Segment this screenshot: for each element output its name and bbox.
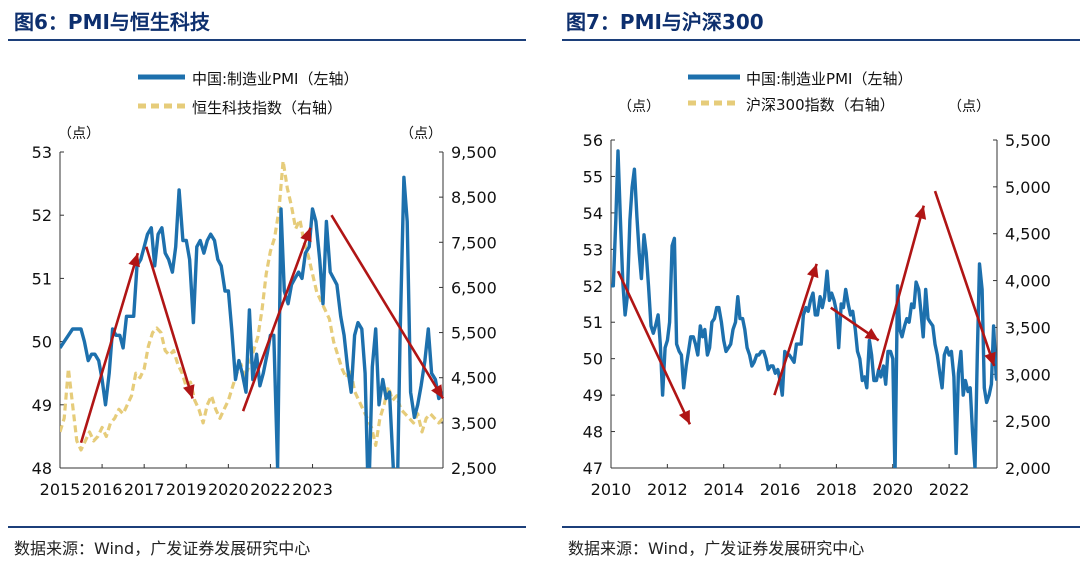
- right-axis-unit: （点）: [400, 126, 442, 142]
- left-tick-label: 51: [32, 269, 52, 288]
- legend: 中国:制造业PMI（左轴） 沪深300指数（右轴）: [688, 70, 912, 114]
- left-tick-label: 48: [583, 423, 603, 442]
- left-tick-label: 53: [583, 240, 603, 259]
- x-tick-label: 2023: [292, 480, 333, 499]
- left-tick-label: 55: [583, 167, 603, 186]
- x-tick-label: 2012: [647, 480, 688, 499]
- x-tick-label: 2016: [760, 480, 801, 499]
- x-tick-label: 2017: [124, 480, 165, 499]
- x-tick-label: 2010: [591, 480, 632, 499]
- trend-arrow-head: [678, 409, 690, 425]
- figure-title: 图6：PMI与恒生科技: [14, 10, 210, 34]
- left-tick-label: 52: [32, 206, 52, 225]
- right-tick-label: 9,500: [451, 143, 497, 162]
- x-tick-label: 2015: [40, 480, 81, 499]
- figure-title: 图7：PMI与沪深300: [566, 10, 764, 34]
- left-tick-label: 56: [583, 131, 603, 150]
- trend-arrow-head: [300, 227, 312, 243]
- trend-arrow-shaft: [773, 263, 818, 396]
- trend-arrow-shaft: [877, 205, 925, 370]
- x-tick-label: 2020: [872, 480, 913, 499]
- plot-area: 56 55 54 53 52 51 50 49 48 47 5,500 5,000 4,500 4,000…: [583, 131, 1051, 499]
- right-tick-label: 2,500: [451, 459, 497, 478]
- x-tick-label: 2019: [166, 480, 207, 499]
- trend-arrow-shaft: [79, 252, 140, 444]
- left-axis-unit: （点）: [58, 126, 100, 142]
- legend-label-pmi: 中国:制造业PMI（左轴）: [192, 70, 358, 88]
- right-tick-label: 5,500: [1005, 131, 1051, 150]
- legend-label-hstech: 恒生科技指数（右轴）: [192, 99, 342, 117]
- trend-arrow-head: [864, 328, 879, 341]
- pmi-csi300-chart: 中国:制造业PMI（左轴） 沪深300指数（右轴） （点） （点） 56 55 54…: [583, 70, 1051, 499]
- trend-arrow-head: [183, 384, 195, 399]
- right-tick-label: 4,000: [1005, 272, 1051, 291]
- series-line-left-axis: [60, 175, 443, 468]
- legend-label-csi300: 沪深300指数（右轴）: [746, 96, 895, 114]
- left-tick-label: 52: [583, 277, 603, 296]
- right-tick-label: 5,500: [451, 324, 497, 343]
- left-tick-label: 51: [583, 313, 603, 332]
- trend-arrow-head: [431, 384, 443, 399]
- source-rule: [8, 526, 526, 528]
- trend-arrow-shaft: [145, 246, 194, 399]
- right-tick-label: 4,500: [1005, 225, 1051, 244]
- left-tick-label: 47: [583, 459, 603, 478]
- trend-arrow-head: [807, 263, 819, 279]
- trend-arrow-shaft: [330, 214, 445, 400]
- source-rule: [562, 526, 1080, 528]
- figure-6-panel: 图6：PMI与恒生科技 中国:制造业PMI（左轴） 恒生科技指数（右轴） （点）…: [8, 10, 526, 558]
- x-tick-label: 2022: [929, 480, 970, 499]
- right-tick-label: 3,000: [1005, 365, 1051, 384]
- right-tick-label: 5,000: [1005, 178, 1051, 197]
- plot-area: 53 52 51 50 49 48 9,500 8,500 7,500 6,500 5,500 4,5…: [32, 143, 497, 499]
- trend-arrow-shaft: [933, 190, 996, 367]
- x-tick-label: 2022: [250, 480, 291, 499]
- data-source: 数据来源：Wind，广发证券发展研究中心: [568, 539, 865, 558]
- left-tick-label: 49: [583, 386, 603, 405]
- left-tick-label: 48: [32, 459, 52, 478]
- left-tick-label: 54: [583, 204, 603, 223]
- right-tick-label: 2,500: [1005, 412, 1051, 431]
- series-line-left-axis: [611, 149, 997, 468]
- legend: 中国:制造业PMI（左轴） 恒生科技指数（右轴）: [138, 70, 358, 117]
- figure-7-panel: 图7：PMI与沪深300 中国:制造业PMI（左轴） 沪深300指数（右轴） （…: [540, 0, 1080, 566]
- trend-arrow-head: [128, 253, 140, 268]
- left-axis-unit: （点）: [618, 99, 660, 115]
- right-tick-label: 2,000: [1005, 459, 1051, 478]
- right-tick-label: 4,500: [451, 369, 497, 388]
- left-tick-label: 49: [32, 396, 52, 415]
- left-tick-label: 53: [32, 143, 52, 162]
- x-tick-label: 2018: [816, 480, 857, 499]
- right-axis-unit: （点）: [948, 99, 990, 115]
- right-tick-label: 7,500: [451, 233, 497, 252]
- right-tick-label: 8,500: [451, 188, 497, 207]
- x-tick-label: 2020: [208, 480, 249, 499]
- data-source: 数据来源：Wind，广发证券发展研究中心: [14, 539, 311, 558]
- title-rule: [562, 39, 1080, 41]
- left-tick-label: 50: [32, 333, 52, 352]
- trend-arrow-shaft: [616, 270, 692, 425]
- pmi-hstech-chart: 中国:制造业PMI（左轴） 恒生科技指数（右轴） （点） （点） 5352515…: [32, 70, 497, 499]
- legend-label-pmi: 中国:制造业PMI（左轴）: [746, 70, 912, 88]
- x-tick-label: 2016: [82, 480, 123, 499]
- trend-arrow-head: [984, 351, 996, 366]
- title-rule: [8, 39, 526, 41]
- trend-arrow-shaft: [241, 227, 312, 412]
- left-tick-label: 50: [583, 350, 603, 369]
- right-tick-label: 3,500: [451, 414, 497, 433]
- x-tick-label: 2014: [703, 480, 744, 499]
- right-tick-label: 6,500: [451, 278, 497, 297]
- trend-arrow-head: [914, 205, 927, 220]
- right-tick-label: 3,500: [1005, 318, 1051, 337]
